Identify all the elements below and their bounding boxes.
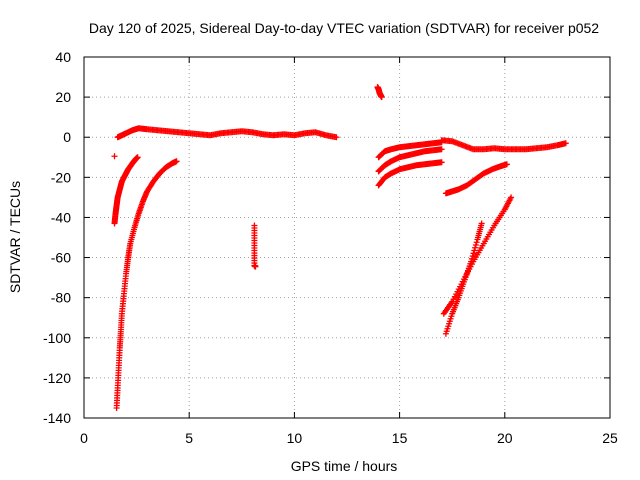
- data-point: [438, 146, 445, 153]
- y-tick-label: -40: [51, 209, 71, 225]
- x-tick-label: 15: [392, 430, 408, 446]
- data-point: [134, 154, 141, 161]
- series: [375, 146, 445, 175]
- data-point: [470, 250, 477, 257]
- data-point: [111, 153, 118, 160]
- series: [440, 194, 515, 317]
- y-tick-label: -80: [51, 290, 71, 306]
- series: [375, 139, 445, 161]
- y-tick-label: -140: [43, 410, 71, 426]
- data-point: [508, 194, 515, 201]
- axis-ticks: -140 -120 -100 -80 -60 -40 -20 0 20 40 0 5 10 15 20 25: [43, 49, 618, 446]
- x-tick-label: 20: [497, 430, 513, 446]
- y-tick-label: -100: [43, 330, 71, 346]
- x-axis-label: GPS time / hours: [291, 458, 398, 474]
- data-point: [562, 140, 569, 147]
- series: [374, 84, 385, 101]
- grid: [84, 57, 610, 418]
- series: [375, 159, 445, 189]
- series: [113, 158, 180, 411]
- y-tick-label: -60: [51, 250, 71, 266]
- data-point: [252, 263, 259, 270]
- x-tick-label: 25: [602, 430, 618, 446]
- y-tick-label: -20: [51, 169, 71, 185]
- chart-title: Day 120 of 2025, Sidereal Day-to-day VTE…: [89, 20, 599, 36]
- data-point: [478, 220, 485, 227]
- y-tick-label: 40: [55, 49, 71, 65]
- series: [111, 154, 141, 227]
- data-point: [472, 242, 479, 249]
- data-point: [471, 247, 478, 254]
- y-axis-label: SDTVAR / TECUs: [7, 181, 23, 293]
- series: [251, 222, 259, 270]
- data-point: [469, 253, 476, 260]
- series: [442, 161, 510, 197]
- data-point: [472, 244, 479, 251]
- data-point: [503, 161, 510, 168]
- data-point: [333, 134, 340, 141]
- data-point: [173, 158, 180, 165]
- x-tick-label: 10: [287, 430, 303, 446]
- data-point: [378, 94, 385, 101]
- y-tick-label: 0: [63, 129, 71, 145]
- series: [438, 137, 569, 153]
- x-tick-label: 5: [185, 430, 193, 446]
- x-tick-label: 0: [80, 430, 88, 446]
- data-point: [438, 159, 445, 166]
- y-tick-label: 20: [55, 89, 71, 105]
- plot-frame: [83, 56, 611, 419]
- data-point: [473, 239, 480, 246]
- data-marks: [111, 84, 569, 411]
- y-tick-label: -120: [43, 370, 71, 386]
- series: [114, 125, 340, 141]
- series: [111, 153, 118, 160]
